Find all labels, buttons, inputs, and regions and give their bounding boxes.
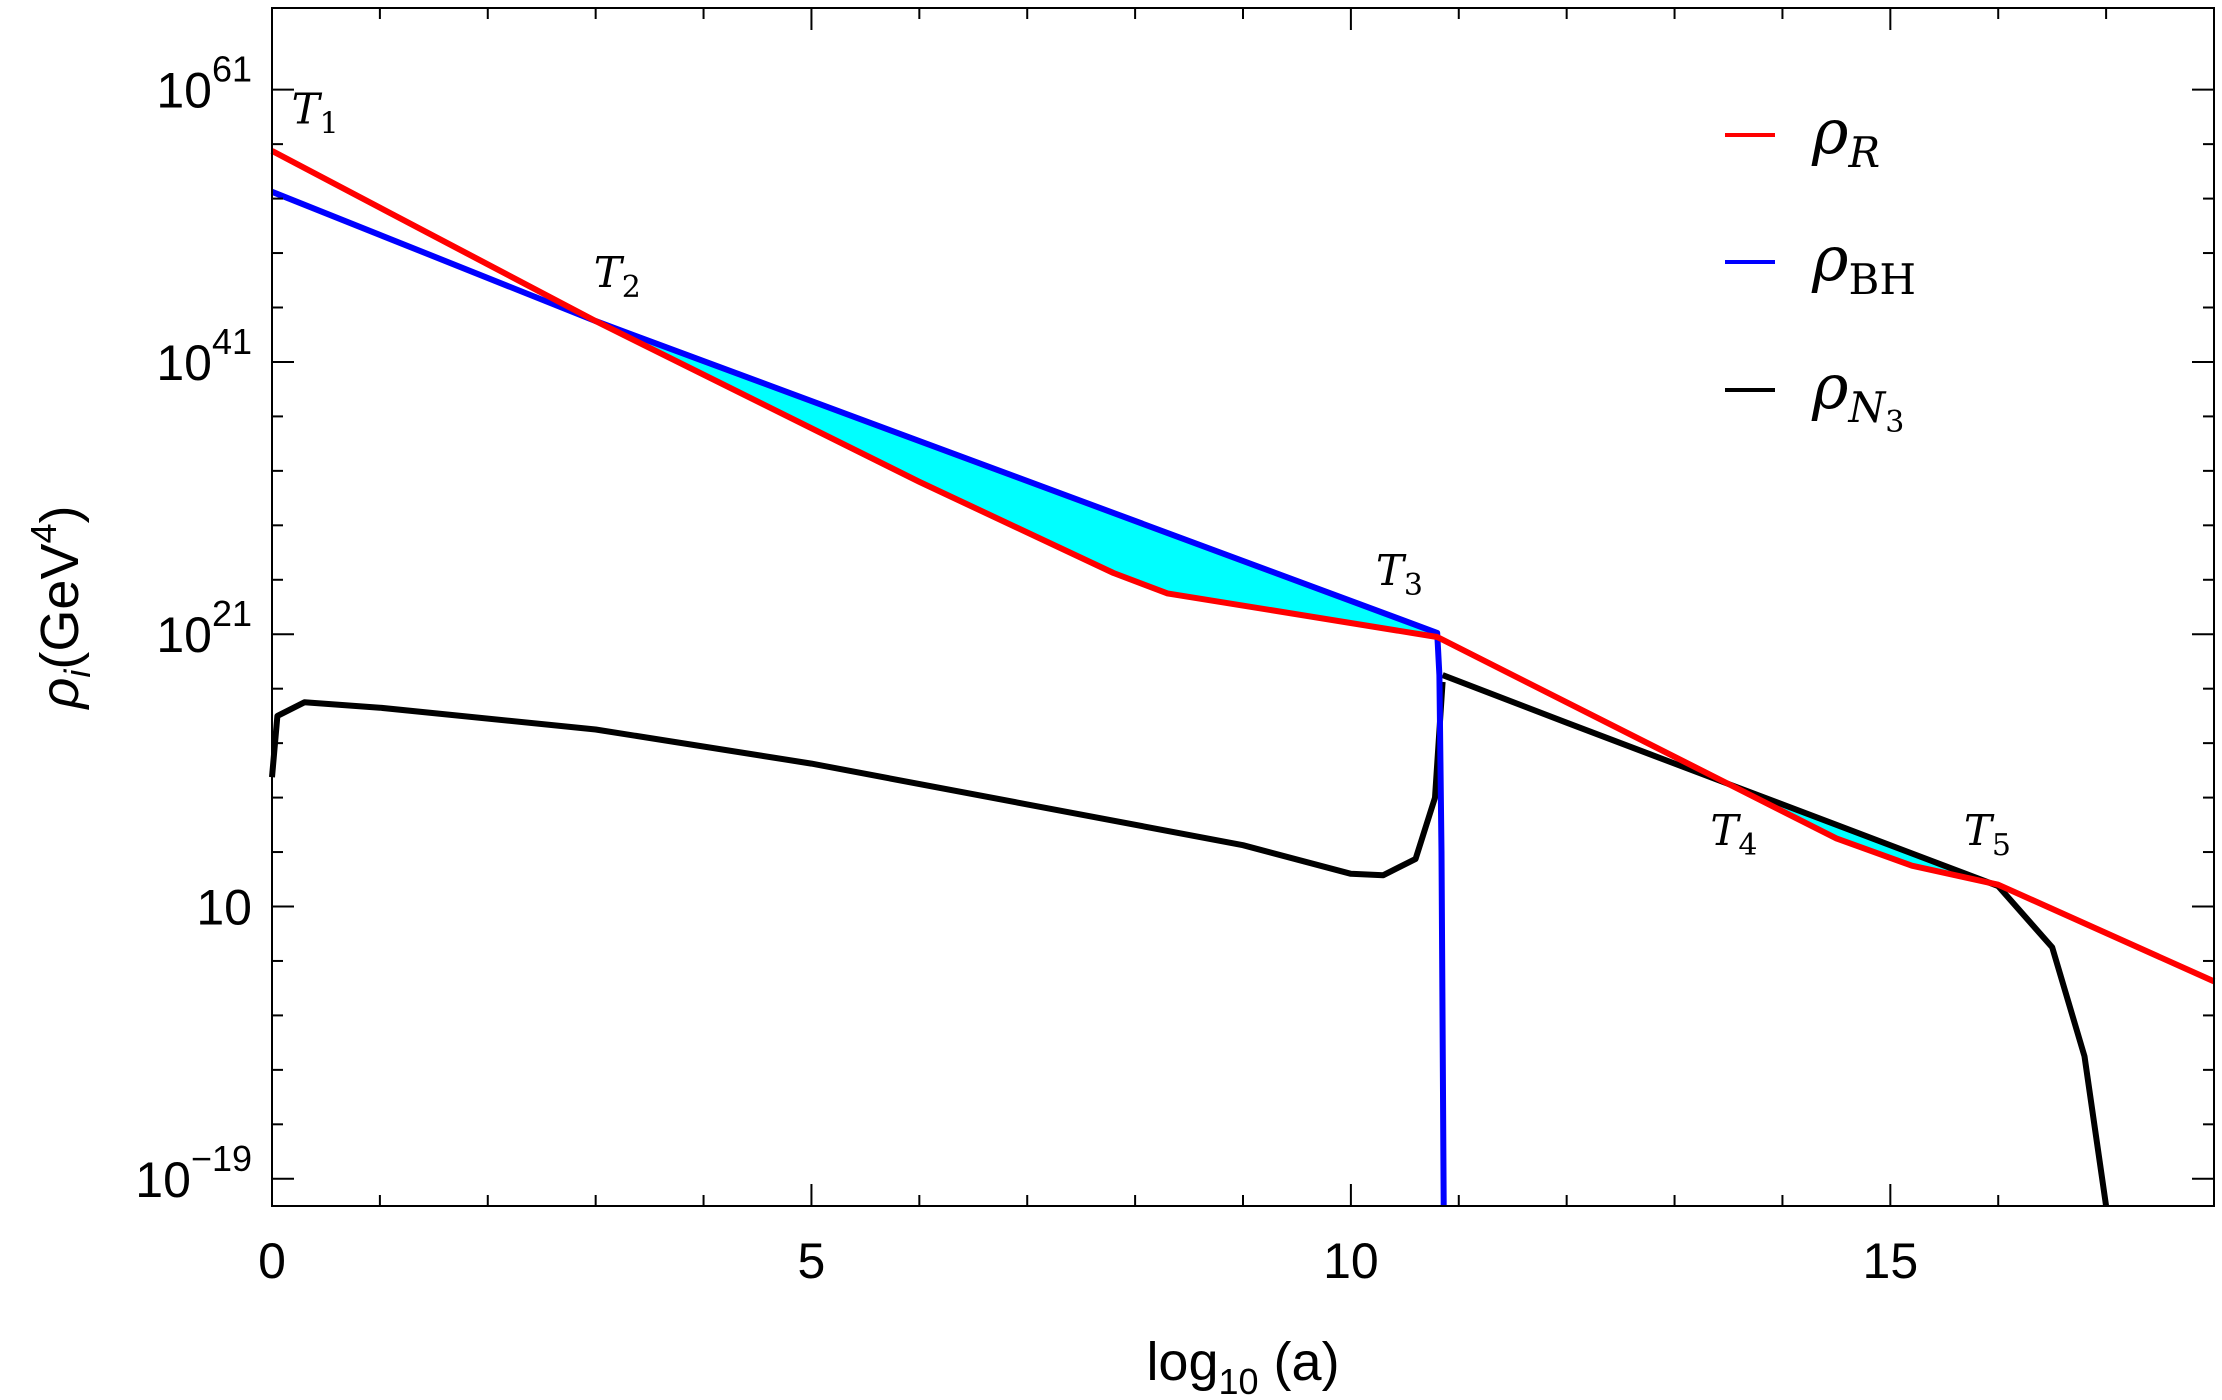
x-tick-label: 5	[798, 1233, 826, 1289]
legend-label-2: ρBH	[1811, 222, 1916, 304]
y-tick-label: 10	[196, 880, 252, 936]
x-tick-label: 15	[1863, 1233, 1919, 1289]
series-line-3-segment-2	[1441, 672, 2110, 1207]
series-lines	[269, 148, 2216, 1207]
y-tick-label: 1061	[156, 49, 252, 119]
shaded-regions	[595, 321, 1999, 887]
point-annotations: T1 T2 T3 T4 T5	[292, 85, 2011, 864]
legend: ρR ρBH ρN3	[1725, 95, 1916, 440]
y-axis-title: ρi(GeV4)	[23, 506, 98, 711]
y-tick-label: 1041	[156, 321, 252, 391]
annotation-t4: T4	[1710, 806, 1757, 863]
x-axis-title: log10 (a)	[1146, 1332, 1339, 1400]
y-tick-label: 1021	[156, 593, 252, 663]
legend-label-3: ρN3	[1811, 350, 1904, 440]
x-tick-label: 0	[258, 1233, 286, 1289]
x-axis-title-sub: 10	[1219, 1361, 1259, 1400]
series-line-2	[270, 189, 1447, 1207]
axis-ticks: 0 5 10 15 1061 1041 1021 10 10−19	[135, 8, 2215, 1289]
annotation-t1: T1	[292, 85, 339, 142]
annotation-t3: T3	[1376, 546, 1423, 603]
series-line-1	[270, 148, 2216, 985]
y-tick-label: 10−19	[135, 1138, 252, 1208]
series-line-3	[269, 681, 1446, 879]
annotation-t2: T2	[594, 248, 641, 305]
x-tick-label: 10	[1323, 1233, 1379, 1289]
annotation-t5: T5	[1964, 806, 2011, 863]
legend-label-1: ρR	[1811, 95, 1880, 177]
